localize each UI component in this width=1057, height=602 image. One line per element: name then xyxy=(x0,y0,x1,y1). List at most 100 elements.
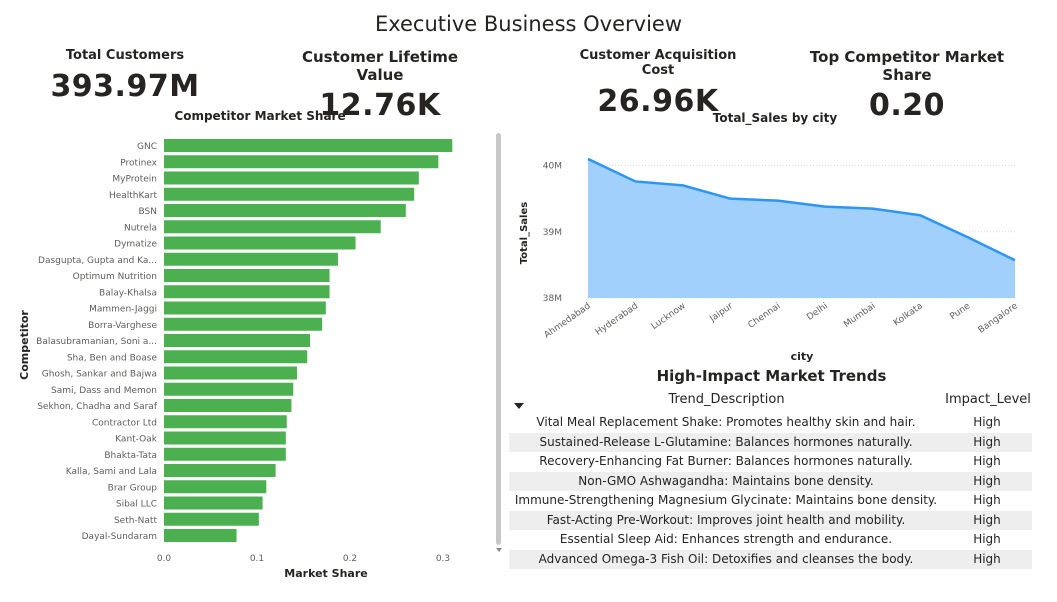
bar[interactable] xyxy=(164,171,419,185)
kpi-card-customer-lifetime-value[interactable]: Customer Lifetime Value 12.76K xyxy=(280,48,480,123)
bar[interactable] xyxy=(164,236,356,250)
impact-level-cell: High xyxy=(973,493,1001,507)
y-tick-label: Contractor Ltd xyxy=(92,418,157,428)
trends-table[interactable]: Trend_Description Impact_Level Vital Mea… xyxy=(509,387,1032,569)
bar[interactable] xyxy=(164,366,297,380)
x-tick-label: Jaipur xyxy=(707,301,735,325)
bar[interactable] xyxy=(164,480,267,494)
kpi-card-top-competitor-market-share[interactable]: Top Competitor Market Share 0.20 xyxy=(790,48,1024,123)
bar[interactable] xyxy=(164,139,453,152)
y-tick-label: Sekhon, Chadha and Saraf xyxy=(37,402,158,412)
y-tick-label: GNC xyxy=(137,142,157,152)
trend-description-cell: Immune-Strengthening Magnesium Glycinate… xyxy=(514,493,938,507)
impact-level-cell: High xyxy=(973,454,1001,468)
y-axis-label: Competitor xyxy=(18,310,31,380)
sort-descending-icon[interactable] xyxy=(514,403,524,409)
bar[interactable] xyxy=(164,252,338,266)
y-tick-label: Protinex xyxy=(120,158,157,168)
bar[interactable] xyxy=(164,496,263,510)
bar[interactable] xyxy=(164,464,276,477)
x-tick-label: Lucknow xyxy=(650,301,688,332)
x-tick-label: 0.1 xyxy=(250,554,264,564)
series-line[interactable] xyxy=(587,157,1016,262)
table-row[interactable]: Sustained-Release L-Glutamine: Balances … xyxy=(509,432,1032,452)
kpi-value: 393.97M xyxy=(50,69,200,104)
bar[interactable] xyxy=(164,512,259,526)
bar[interactable] xyxy=(164,431,286,445)
area-fill xyxy=(588,158,1015,298)
y-tick-label: Seth-Natt xyxy=(114,516,158,526)
x-tick-label: Bangalore xyxy=(977,301,1021,336)
x-tick-label: 0.3 xyxy=(436,554,450,564)
y-tick-label: 40M xyxy=(543,162,562,172)
x-tick-label: Pune xyxy=(948,301,972,322)
table-row[interactable]: Non-GMO Ashwagandha: Maintains bone dens… xyxy=(509,471,1032,491)
bar[interactable] xyxy=(164,382,294,396)
impact-level-cell: High xyxy=(973,551,1001,566)
bar[interactable] xyxy=(164,399,292,412)
bar[interactable] xyxy=(164,317,323,331)
kpi-label: Total Customers xyxy=(65,48,185,63)
bar[interactable] xyxy=(164,529,237,542)
y-tick-label: HealthKart xyxy=(109,191,158,201)
y-tick-label: Borra-Varghese xyxy=(88,321,157,331)
table-row[interactable]: Essential Sleep Aid: Enhances strength a… xyxy=(509,530,1032,550)
y-tick-label: 39M xyxy=(543,228,562,238)
impact-level-cell: High xyxy=(973,512,1001,527)
y-axis-label: Total_Sales xyxy=(519,202,530,264)
kpi-value: 0.20 xyxy=(868,88,946,123)
bar[interactable] xyxy=(164,447,286,461)
y-tick-label: Sami, Dass and Memon xyxy=(51,386,157,396)
y-tick-label: Dymatize xyxy=(114,240,157,250)
page-title: Executive Business Overview xyxy=(374,12,683,36)
chart-title: Competitor Market Share xyxy=(174,109,345,123)
bar[interactable] xyxy=(164,187,415,201)
trends-table-title: High-Impact Market Trends xyxy=(656,367,887,385)
x-axis-label: Market Share xyxy=(284,567,367,580)
x-tick-label: 0.2 xyxy=(343,554,357,564)
trend-description-cell: Sustained-Release L-Glutamine: Balances … xyxy=(539,434,913,449)
impact-level-cell: High xyxy=(973,473,1001,488)
y-tick-label: Mammen-Jaggi xyxy=(89,305,157,315)
bar[interactable] xyxy=(164,269,330,282)
x-axis-label: city xyxy=(791,350,814,363)
y-tick-label: BSN xyxy=(139,207,157,217)
trend-description-cell: Advanced Omega-3 Fish Oil: Detoxifies an… xyxy=(538,551,914,566)
bar[interactable] xyxy=(164,415,287,429)
bar[interactable] xyxy=(164,301,326,315)
impact-level-cell: High xyxy=(973,532,1001,546)
y-tick-label: Kalla, Sami and Lala xyxy=(66,467,157,477)
kpi-card-total-customers[interactable]: Total Customers 393.97M xyxy=(45,48,205,104)
y-tick-label: Bhakta-Tata xyxy=(104,451,157,461)
trend-description-cell: Fast-Acting Pre-Workout: Improves joint … xyxy=(546,512,906,527)
scroll-down-arrow-icon[interactable] xyxy=(496,548,502,552)
y-tick-label: MyProtein xyxy=(112,175,157,185)
total-sales-by-city-chart[interactable]: Total_Sales by city Total_Sales city 38M… xyxy=(510,105,1035,365)
x-tick-label: Ahmedabad xyxy=(542,301,592,340)
bar[interactable] xyxy=(164,155,439,169)
trend-description-cell: Non-GMO Ashwagandha: Maintains bone dens… xyxy=(578,473,874,488)
y-tick-label: Optimum Nutrition xyxy=(73,272,157,282)
impact-level-cell: High xyxy=(973,434,1001,449)
table-header: Trend_Description Impact_Level xyxy=(509,387,1032,413)
chart-scrollbar[interactable] xyxy=(496,133,501,545)
table-row[interactable]: Immune-Strengthening Magnesium Glycinate… xyxy=(509,491,1032,511)
table-row[interactable]: Vital Meal Replacement Shake: Promotes h… xyxy=(509,413,1032,433)
table-row[interactable]: Fast-Acting Pre-Workout: Improves joint … xyxy=(509,510,1032,530)
bar[interactable] xyxy=(164,334,311,347)
column-header-impact-level[interactable]: Impact_Level xyxy=(945,392,1031,407)
kpi-label: Top Competitor Market Share xyxy=(809,48,1005,84)
bar[interactable] xyxy=(164,204,406,217)
column-header-trend-description[interactable]: Trend_Description xyxy=(668,392,785,407)
trend-description-cell: Recovery-Enhancing Fat Burner: Balances … xyxy=(539,454,913,468)
bar[interactable] xyxy=(164,220,381,234)
table-row[interactable]: Advanced Omega-3 Fish Oil: Detoxifies an… xyxy=(509,549,1032,569)
bar[interactable] xyxy=(164,285,330,299)
y-tick-label: Balay-Khalsa xyxy=(99,288,157,298)
y-tick-label: Dasgupta, Gupta and Ka... xyxy=(38,256,157,266)
kpi-card-customer-acquisition-cost[interactable]: Customer Acquisition Cost 26.96K xyxy=(566,48,750,119)
competitor-market-share-chart[interactable]: Competitor Market Share Competitor Marke… xyxy=(0,105,500,585)
table-row[interactable]: Recovery-Enhancing Fat Burner: Balances … xyxy=(509,452,1032,472)
x-tick-label: Kolkata xyxy=(892,301,925,328)
bar[interactable] xyxy=(164,350,308,364)
